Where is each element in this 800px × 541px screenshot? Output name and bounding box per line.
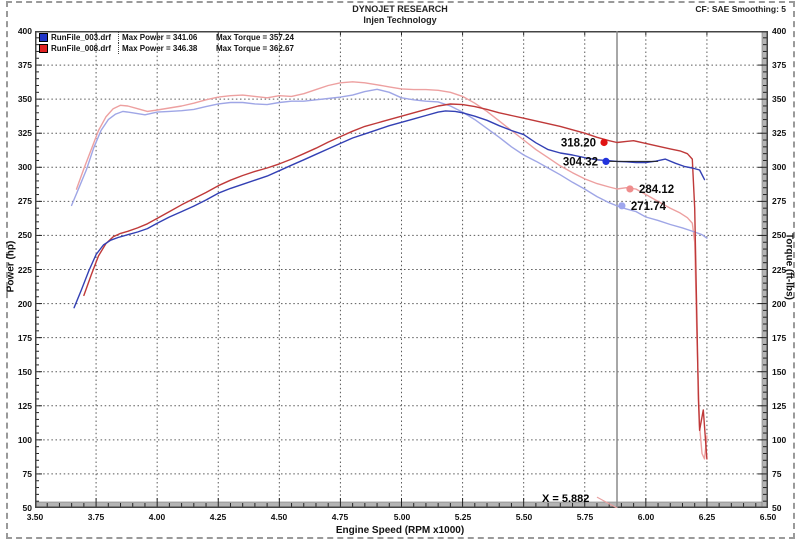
power-tick-label: 150: [17, 367, 32, 377]
runfile-008-max-power: Max Power = 346.38: [118, 43, 204, 54]
power-tick-label: 75: [22, 469, 32, 479]
cursor-rpm-readout: X = 5.882: [542, 493, 590, 505]
runfile-003-max-power: Max Power = 341.06: [118, 32, 204, 43]
power-tick-label: 375: [17, 60, 32, 70]
power-tick-label: 400: [17, 26, 32, 36]
svg-text:318.20: 318.20: [561, 137, 596, 149]
rpm-tick-label: 6.00: [637, 512, 655, 522]
rpm-tick-label: 4.50: [270, 512, 288, 522]
power-tick-label: 300: [17, 162, 32, 172]
rpm-tick-label: 3.50: [26, 512, 44, 522]
legend-row-runfile-008[interactable]: RunFile_008.drf Max Power = 346.38 Max T…: [39, 43, 294, 54]
power-tick-label: 225: [17, 265, 32, 275]
correction-smoothing-info: CF: SAE Smoothing: 5: [695, 4, 786, 14]
svg-text:271.74: 271.74: [631, 201, 667, 213]
rpm-tick-label: 6.25: [698, 512, 716, 522]
runfile-003-max-torque: Max Torque = 357.24: [216, 33, 294, 42]
torque-tick-label: 400: [772, 26, 787, 36]
page-title: DYNOJET RESEARCH: [352, 4, 448, 14]
rpm-tick-label: 4.00: [148, 512, 166, 522]
torque-tick-label: 75: [772, 469, 782, 479]
rpm-tick-label: 4.25: [209, 512, 227, 522]
torque-tick-label: 175: [772, 333, 787, 343]
torque-tick-label: 250: [772, 230, 787, 240]
torque-tick-label: 50: [772, 503, 782, 513]
rpm-tick-label: 3.75: [87, 512, 105, 522]
runfile-008-filename: RunFile_008.drf: [51, 44, 112, 53]
power-tick-label: 250: [17, 230, 32, 240]
torque-tick-label: 325: [772, 128, 787, 138]
runfile-008-color-swatch: [39, 44, 48, 53]
page-subtitle: Injen Technology: [363, 15, 437, 25]
power-tick-label: 275: [17, 196, 32, 206]
torque-tick-label: 200: [772, 299, 787, 309]
power-tick-label: 175: [17, 333, 32, 343]
rpm-tick-label: 5.00: [393, 512, 411, 522]
rpm-tick-label: 5.50: [515, 512, 533, 522]
power-tick-label: 100: [17, 435, 32, 445]
rpm-axis-title: Engine Speed (RPM x1000): [335, 525, 465, 536]
torque-tick-label: 225: [772, 265, 787, 275]
torque-tick-label: 125: [772, 401, 787, 411]
svg-text:304.32: 304.32: [563, 156, 598, 168]
runfile-003-color-swatch: [39, 33, 48, 42]
torque-tick-label: 150: [772, 367, 787, 377]
plot-canvas[interactable]: 318.20 304.32 284.12 271.74: [35, 31, 768, 508]
torque-tick-label: 275: [772, 196, 787, 206]
run-legend: RunFile_003.drf Max Power = 341.06 Max T…: [39, 32, 294, 54]
torque-tick-label: 100: [772, 435, 787, 445]
power-tick-label: 125: [17, 401, 32, 411]
svg-text:284.12: 284.12: [639, 184, 674, 196]
torque-tick-label: 300: [772, 162, 787, 172]
rpm-tick-label: 5.75: [576, 512, 594, 522]
runfile-003-filename: RunFile_003.drf: [51, 33, 112, 42]
runfile-008-max-torque: Max Torque = 362.67: [216, 44, 294, 53]
power-tick-label: 200: [17, 299, 32, 309]
rpm-tick-label: 4.75: [331, 512, 349, 522]
power-tick-label: 50: [22, 503, 32, 513]
power-tick-label: 350: [17, 94, 32, 104]
legend-row-runfile-003[interactable]: RunFile_003.drf Max Power = 341.06 Max T…: [39, 32, 294, 43]
torque-tick-label: 375: [772, 60, 787, 70]
rpm-tick-label: 5.25: [454, 512, 472, 522]
rpm-tick-label: 6.50: [759, 512, 777, 522]
power-tick-label: 325: [17, 128, 32, 138]
torque-tick-label: 350: [772, 94, 787, 104]
